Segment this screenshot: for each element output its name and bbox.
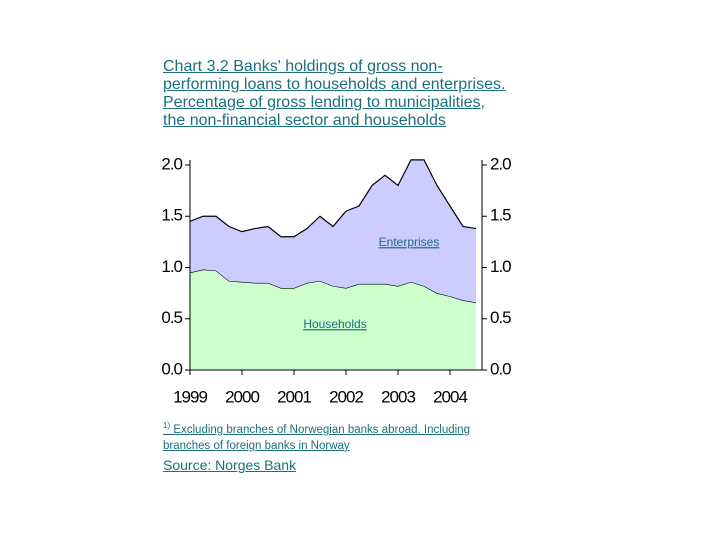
x-tick-label: 2004 xyxy=(433,387,467,406)
footnote-block: 1) Excluding branches of Norwegian banks… xyxy=(163,418,493,454)
area-label: Households xyxy=(303,317,366,331)
x-tick-label: 2002 xyxy=(329,387,363,406)
y2-tick-label: 1.5 xyxy=(490,206,511,225)
x-tick-label: 2000 xyxy=(225,387,259,406)
y2-tick-label: 0.5 xyxy=(490,308,511,327)
y-tick-label: 0.0 xyxy=(161,359,182,378)
area-edge xyxy=(189,159,477,238)
y-tick-label: 2.0 xyxy=(161,154,182,173)
y-tick-label: 1.0 xyxy=(161,257,182,276)
y-tick-label: 0.5 xyxy=(161,308,182,327)
y2-tick-label: 1.0 xyxy=(490,257,511,276)
source: Source: Norges Bank xyxy=(163,457,297,473)
y2-tick-label: 2.0 xyxy=(490,154,511,173)
chart-title: Chart 3.2 Banks' holdings of gross non-p… xyxy=(163,58,506,129)
footnote-marker: 1) xyxy=(163,421,171,430)
y-tick-label: 1.5 xyxy=(161,206,182,225)
area xyxy=(190,269,476,370)
y2-tick-label: 0.0 xyxy=(490,359,511,378)
x-tick-label: 1999 xyxy=(173,387,207,406)
footnote: Excluding branches of Norwegian banks ab… xyxy=(163,423,470,452)
area xyxy=(190,159,476,303)
x-tick-label: 2001 xyxy=(277,387,311,406)
area-label: Enterprises xyxy=(379,235,440,249)
x-tick-label: 2003 xyxy=(381,387,415,406)
